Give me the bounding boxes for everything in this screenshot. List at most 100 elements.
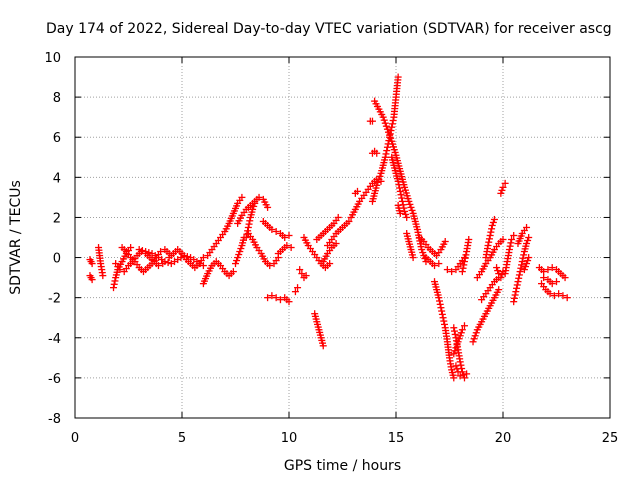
data-point	[523, 223, 531, 231]
data-point	[383, 143, 391, 151]
data-point	[563, 294, 571, 302]
data-point	[555, 290, 563, 298]
data-point	[524, 257, 532, 265]
data-point	[382, 122, 390, 130]
y-tick-label: 4	[53, 171, 61, 186]
data-point	[264, 294, 272, 302]
data-point	[517, 264, 525, 272]
data-point	[518, 258, 526, 266]
data-point	[443, 266, 451, 274]
data-point	[237, 245, 245, 253]
data-point	[285, 231, 293, 239]
data-point	[456, 372, 464, 380]
data-point	[264, 203, 272, 211]
data-point	[345, 217, 353, 225]
data-point	[383, 147, 391, 155]
data-point	[431, 262, 439, 270]
data-point	[512, 288, 520, 296]
data-point	[457, 361, 465, 369]
data-point	[523, 240, 531, 248]
data-point	[451, 330, 459, 338]
data-point	[499, 236, 507, 244]
data-point	[396, 209, 404, 217]
data-point	[438, 310, 446, 318]
data-point	[281, 234, 289, 241]
data-point	[437, 304, 445, 312]
data-point	[493, 264, 501, 272]
data-point	[488, 221, 496, 229]
data-point	[418, 246, 426, 254]
y-axis-label: SDTVAR / TECUs	[8, 180, 24, 295]
data-point	[379, 113, 387, 121]
data-point	[243, 230, 251, 238]
data-point	[268, 292, 276, 300]
data-point	[298, 270, 306, 278]
data-point	[157, 248, 165, 256]
data-point	[523, 260, 531, 268]
data-point	[520, 266, 528, 274]
data-point	[513, 281, 521, 289]
data-point	[405, 197, 413, 205]
data-point	[451, 347, 459, 355]
data-point	[450, 374, 458, 382]
data-point	[460, 322, 468, 330]
data-point	[516, 268, 524, 276]
data-point	[497, 274, 505, 282]
data-point	[249, 205, 257, 213]
y-tick-label: 10	[44, 51, 61, 66]
data-point	[246, 217, 254, 225]
data-point	[296, 266, 304, 274]
data-point	[520, 251, 528, 259]
data-point	[507, 239, 515, 247]
x-tick-label: 10	[281, 431, 298, 446]
data-point	[452, 362, 460, 370]
data-point	[142, 248, 150, 256]
data-point	[548, 264, 556, 272]
data-point	[236, 248, 244, 256]
data-point	[233, 257, 241, 265]
data-point	[544, 266, 552, 274]
data-point	[513, 284, 521, 292]
data-point	[387, 134, 395, 142]
data-point	[518, 261, 526, 269]
data-point	[406, 200, 414, 208]
data-point	[138, 247, 146, 255]
data-point	[452, 344, 460, 352]
data-point	[374, 178, 382, 186]
data-point	[199, 262, 207, 270]
data-point	[519, 254, 527, 262]
data-point	[490, 215, 498, 223]
data-point	[272, 227, 280, 235]
data-point	[456, 332, 464, 340]
data-point	[238, 193, 246, 201]
chart-title: Day 174 of 2022, Sidereal Day-to-day VTE…	[46, 21, 612, 37]
data-point	[334, 213, 342, 221]
x-tick-label: 0	[71, 431, 79, 446]
data-point	[524, 237, 532, 245]
data-point	[244, 223, 252, 231]
data-point	[145, 249, 153, 257]
data-point	[255, 193, 263, 201]
data-point	[494, 267, 502, 275]
data-point	[460, 258, 468, 266]
data-point	[235, 251, 243, 259]
data-point	[458, 326, 466, 334]
data-point	[506, 242, 514, 250]
data-point	[510, 298, 518, 306]
data-point	[110, 284, 118, 292]
data-point	[398, 194, 406, 202]
data-point	[498, 186, 506, 194]
data-point	[127, 244, 135, 252]
data-point	[396, 187, 404, 195]
y-tick-label: -6	[48, 372, 61, 387]
data-point	[380, 116, 388, 124]
data-point	[373, 181, 381, 189]
data-point	[154, 262, 162, 270]
data-point	[460, 261, 468, 269]
data-point	[375, 175, 383, 183]
data-point	[283, 242, 291, 250]
data-point	[88, 276, 96, 284]
data-point	[294, 284, 302, 292]
data-point	[450, 327, 458, 335]
data-point	[456, 358, 464, 366]
